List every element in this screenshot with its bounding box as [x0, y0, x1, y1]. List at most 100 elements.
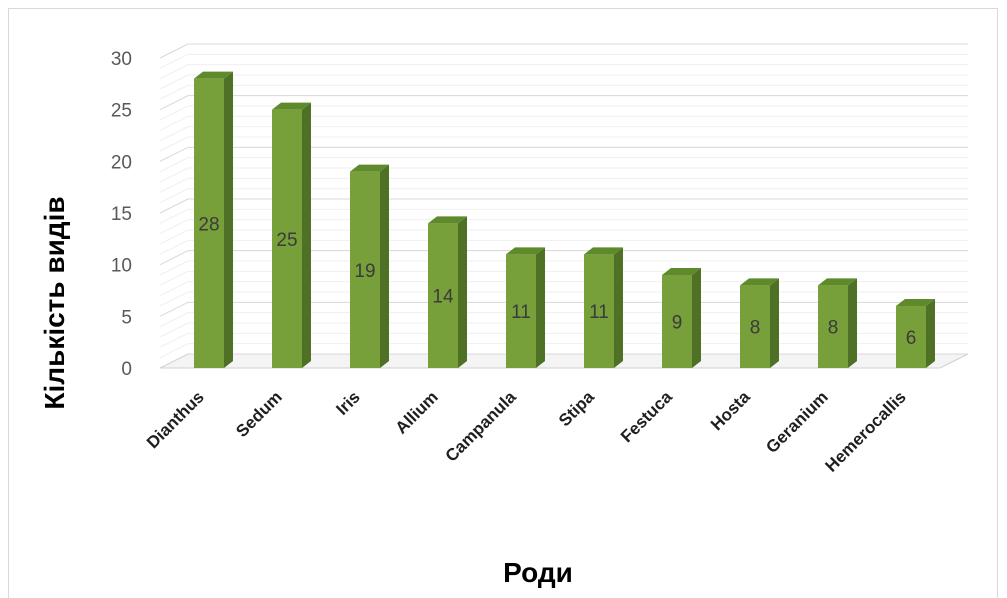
bar-front: [740, 285, 770, 368]
bar-top: [896, 299, 935, 306]
minor-gridline: [159, 188, 968, 204]
data-label: 11: [589, 302, 609, 323]
minor-gridline: [159, 177, 968, 193]
bar-sedum: [272, 102, 311, 369]
x-tick-label: Stipa: [555, 387, 598, 430]
major-gridline: [159, 301, 968, 317]
x-tick-label: Allium: [392, 387, 442, 437]
bar-side: [224, 71, 233, 369]
minor-gridline: [159, 64, 968, 80]
y-axis-title: Кількість видів: [39, 196, 70, 409]
minor-gridline: [159, 84, 968, 100]
bar-side: [926, 299, 935, 368]
bar-top: [272, 102, 311, 110]
minor-gridline: [159, 281, 968, 297]
bar-festuca: [662, 268, 701, 368]
data-label: 14: [432, 287, 454, 308]
minor-gridline: [159, 332, 968, 348]
bar-top: [194, 71, 233, 79]
bar-hemerocallis: [896, 299, 935, 368]
bar-front: [272, 109, 302, 369]
bar-front: [194, 78, 224, 369]
minor-gridline: [159, 229, 968, 245]
x-tick-label: Iris: [332, 387, 363, 418]
minor-gridline: [159, 167, 968, 183]
y-tick-label: 10: [111, 256, 132, 277]
x-tick-label: Campanula: [442, 387, 521, 466]
data-label: 25: [276, 230, 297, 251]
bar-front: [818, 285, 848, 368]
bar-top: [662, 268, 701, 275]
data-label: 6: [906, 328, 917, 349]
bar-dianthus: [194, 71, 233, 369]
x-tick-label: Hosta: [707, 387, 754, 434]
major-gridline: [159, 250, 968, 266]
bar-allium: [428, 216, 467, 368]
major-gridline: [159, 146, 968, 162]
major-gridline: [159, 353, 968, 369]
bar-stipa: [584, 247, 623, 368]
bar-top: [584, 247, 623, 255]
minor-gridline: [159, 74, 968, 90]
minor-gridline: [159, 322, 968, 338]
minor-gridline: [159, 136, 968, 152]
y-tick-label: 20: [111, 152, 132, 173]
bar-side: [380, 164, 389, 368]
data-label: 11: [511, 302, 531, 323]
minor-gridline: [159, 219, 968, 235]
bar-front: [896, 306, 926, 368]
bar-front: [662, 275, 692, 368]
minor-gridline: [159, 115, 968, 131]
x-tick-labels: Dianthus Sedum Iris Allium Campanula Stipa Fes…: [143, 387, 910, 476]
minor-gridline: [159, 208, 968, 224]
bar-front: [428, 223, 458, 368]
y-tick-label: 15: [111, 204, 132, 225]
minor-gridline: [159, 126, 968, 142]
data-label: 8: [750, 318, 761, 339]
bar-top: [506, 247, 545, 255]
bar-side: [848, 278, 857, 368]
x-tick-label: Festuca: [617, 387, 676, 446]
x-tick-label: Hemerocallis: [822, 387, 910, 475]
x-tick-label: Sedum: [232, 387, 286, 441]
minor-gridline: [159, 53, 968, 69]
minor-gridline: [159, 270, 968, 286]
bar-top: [428, 216, 467, 224]
bar-front: [584, 254, 614, 368]
data-label: 8: [828, 318, 839, 339]
minor-gridline: [159, 239, 968, 255]
x-tick-label: Dianthus: [143, 387, 208, 452]
x-tick-label: Geranium: [762, 387, 832, 457]
data-labels: 28 25 19 14 11 11 9 8 8 6: [198, 214, 916, 349]
minor-gridline: [159, 343, 968, 359]
y-tick-label: 0: [121, 359, 132, 380]
minor-gridline: [159, 105, 968, 121]
y-tick-label: 30: [111, 49, 132, 70]
bar-top: [818, 278, 857, 286]
bar-side: [536, 247, 545, 368]
bar-top: [350, 164, 389, 172]
bar-iris: [350, 164, 389, 368]
bar-front: [506, 254, 536, 368]
y-tick-label: 5: [121, 307, 132, 328]
bars: [194, 71, 935, 369]
bar-side: [302, 102, 311, 369]
bar-geranium: [818, 278, 857, 368]
major-gridline: [159, 43, 968, 59]
minor-gridline: [159, 312, 968, 328]
data-label: 9: [672, 313, 683, 334]
bar-top: [740, 278, 779, 286]
bar-campanula: [506, 247, 545, 368]
minor-gridline: [159, 260, 968, 276]
major-gridline: [159, 198, 968, 214]
data-label: 28: [198, 214, 219, 235]
y-tick-label: 25: [111, 101, 132, 122]
data-label: 19: [354, 261, 375, 282]
bar-side: [614, 247, 623, 368]
bar-front: [350, 171, 380, 368]
minor-gridline: [159, 157, 968, 173]
y-tick-labels: 0 5 10 15 20 25 30: [111, 49, 132, 380]
bar-side: [692, 268, 701, 368]
major-gridline: [159, 95, 968, 111]
